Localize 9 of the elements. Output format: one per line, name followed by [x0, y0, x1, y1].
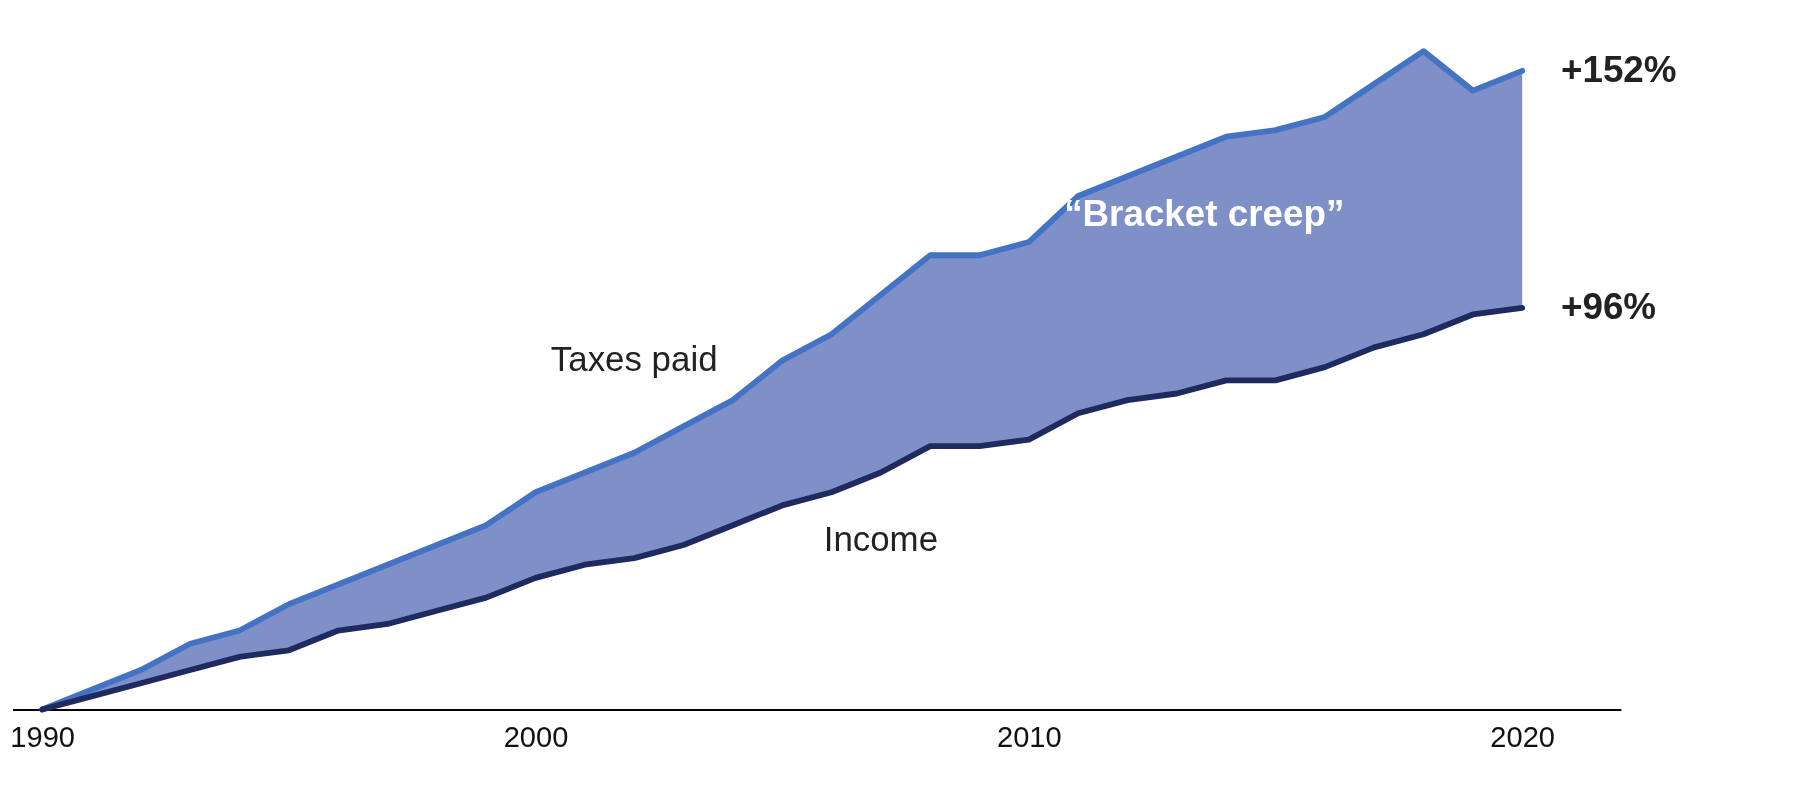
- annotation: “Bracket creep”: [1064, 193, 1345, 235]
- x-tick-label: 2000: [503, 720, 569, 753]
- x-tick-label: 2020: [1490, 720, 1555, 753]
- x-tick-label: 1990: [10, 720, 75, 753]
- x-tick-label: 2010: [997, 720, 1062, 753]
- series-label: Taxes paid: [550, 339, 718, 379]
- annotation: +152%: [1560, 48, 1677, 90]
- series-label: Income: [823, 518, 939, 558]
- annotation: +96%: [1560, 285, 1657, 327]
